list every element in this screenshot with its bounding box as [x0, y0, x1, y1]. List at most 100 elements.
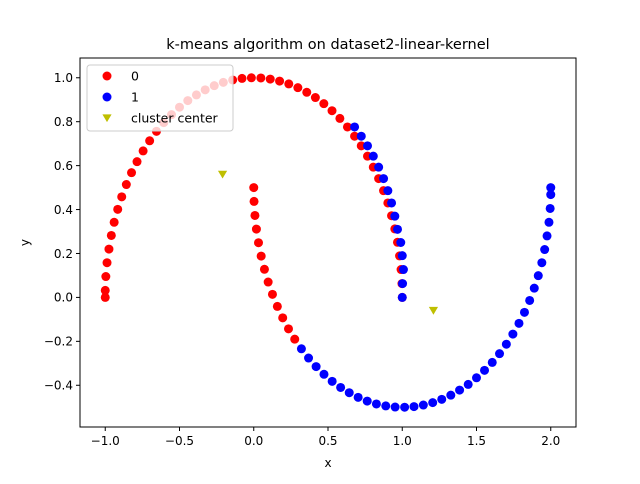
legend-label: cluster center — [131, 111, 219, 126]
cluster-0-point — [102, 258, 112, 268]
cluster-0-point — [127, 168, 137, 178]
cluster-1-point — [390, 402, 400, 412]
cluster-0-point — [104, 244, 114, 254]
legend-marker — [102, 114, 112, 123]
x-tick-label: 2.0 — [541, 434, 560, 448]
cluster-1-point — [529, 283, 539, 293]
cluster-center-marker — [217, 170, 228, 179]
cluster-0-point — [237, 73, 247, 83]
cluster-0-point — [293, 83, 303, 93]
legend-label: 1 — [131, 90, 139, 105]
cluster-1-point — [296, 344, 306, 354]
cluster-1-point — [336, 382, 346, 392]
cluster-0-point — [254, 238, 264, 248]
y-tick-label: 0.2 — [54, 247, 73, 261]
chart-title: k-means algorithm on dataset2-linear-ker… — [166, 37, 489, 53]
legend: 0 1 cluster center — [86, 64, 234, 132]
cluster-1-point — [501, 339, 511, 349]
legend-box — [86, 64, 234, 132]
legend-label: 0 — [131, 69, 139, 84]
cluster-0-point — [249, 196, 259, 206]
cluster-1-point — [463, 379, 473, 389]
cluster-1-point — [392, 224, 402, 234]
cluster-1-point — [327, 376, 337, 386]
x-tick-label: −0.5 — [165, 434, 194, 448]
cluster-1-point — [487, 357, 497, 367]
y-axis-label: y — [18, 239, 32, 246]
y-tick-label: 1.0 — [54, 71, 73, 85]
cluster-1-point — [508, 329, 518, 339]
cluster-0-point — [121, 180, 131, 190]
cluster-0-point — [256, 251, 266, 261]
y-tick-label: −0.4 — [44, 379, 73, 393]
cluster-1-point — [545, 203, 555, 213]
cluster-1-point — [368, 151, 378, 161]
cluster-1-point — [495, 349, 505, 359]
cluster-1-point — [311, 362, 321, 372]
cluster-1-point — [398, 265, 408, 275]
cluster-0-point — [283, 324, 293, 334]
axis-ticks: −1.0 −0.5 0.0 0.5 1.0 1.5 2.0 −0.4 −0.2 0.0 0.2 0.4… — [44, 71, 560, 448]
cluster-0-point — [356, 141, 366, 151]
cluster-1-point — [344, 388, 354, 398]
cluster-1-point — [540, 245, 550, 255]
x-tick-label: 0.5 — [318, 434, 337, 448]
cluster-1-point — [446, 390, 456, 400]
cluster-1-point — [396, 238, 406, 247]
cluster-1-point — [397, 292, 407, 302]
cluster-0-point — [117, 192, 127, 202]
y-tick-label: −0.2 — [44, 335, 73, 349]
cluster-1-point — [546, 183, 556, 193]
cluster-0-point — [145, 136, 155, 146]
cluster-0-point — [100, 292, 110, 302]
cluster-1-point — [390, 211, 400, 221]
x-tick-label: 1.5 — [467, 434, 486, 448]
cluster-1-point — [356, 131, 366, 141]
cluster-1-point — [374, 162, 384, 172]
x-tick-label: 0.0 — [244, 434, 263, 448]
cluster-0-point — [290, 334, 300, 344]
cluster-0-point — [138, 146, 148, 156]
cluster-1-point — [544, 217, 554, 227]
cluster-1-point — [542, 231, 552, 241]
cluster-0-point — [251, 224, 261, 234]
legend-marker — [102, 71, 112, 81]
cluster-1-point — [381, 401, 391, 411]
cluster-1-point — [525, 295, 535, 305]
cluster-0-point — [132, 157, 142, 167]
x-tick-label: −1.0 — [91, 434, 120, 448]
cluster-0-point — [278, 313, 288, 323]
cluster-1-point — [353, 392, 363, 402]
cluster-0-point — [335, 113, 345, 123]
cluster-1-point — [519, 307, 529, 317]
cluster-0-point — [113, 204, 123, 214]
x-axis-label: x — [324, 456, 331, 470]
cluster-1-point — [537, 258, 547, 268]
cluster-0-point — [272, 301, 282, 311]
cluster-0-point — [109, 217, 119, 227]
cluster-1-point — [371, 399, 381, 409]
cluster-1-point — [480, 365, 490, 375]
cluster-0-point — [259, 264, 269, 274]
cluster-0-point — [249, 183, 259, 193]
y-tick-label: 0.0 — [54, 291, 73, 305]
cluster-0-point — [319, 99, 329, 109]
cluster-1-point — [350, 122, 360, 132]
cluster-1-point — [409, 402, 419, 412]
cluster-0-point — [256, 73, 266, 83]
cluster-1-point — [304, 353, 314, 363]
cluster-1-point — [455, 385, 465, 395]
cluster-1-point — [319, 369, 329, 379]
x-tick-label: 1.0 — [393, 434, 412, 448]
y-tick-label: 0.6 — [54, 159, 73, 173]
y-tick-label: 0.4 — [54, 203, 73, 217]
cluster-0-point — [250, 210, 260, 220]
cluster-1-point — [514, 318, 524, 328]
cluster-0-point — [263, 277, 273, 287]
cluster-1-point — [397, 251, 407, 261]
plot-area — [100, 73, 556, 412]
cluster-1-point — [387, 198, 397, 208]
y-tick-label: 0.8 — [54, 115, 73, 129]
cluster-0-point — [106, 230, 116, 240]
